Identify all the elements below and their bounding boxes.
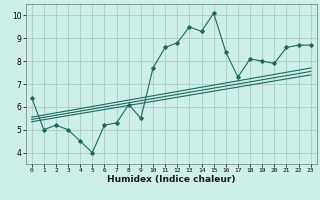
X-axis label: Humidex (Indice chaleur): Humidex (Indice chaleur): [107, 175, 236, 184]
